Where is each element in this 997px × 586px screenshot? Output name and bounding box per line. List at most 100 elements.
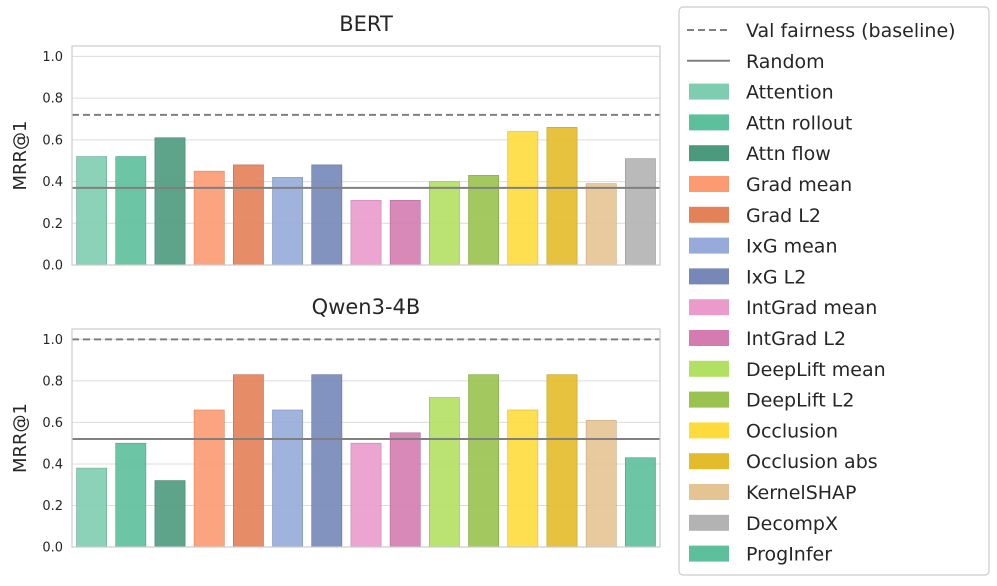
y-tick-label: 0.4 bbox=[42, 175, 63, 190]
legend-item-decompx: DecompX bbox=[689, 513, 838, 535]
legend-item-intgrad-l2: IntGrad L2 bbox=[689, 328, 846, 350]
bar-kernelshap bbox=[585, 183, 617, 266]
legend-label: Attention bbox=[746, 82, 834, 104]
bar-occlusion-abs bbox=[546, 374, 578, 548]
legend-label: Random bbox=[746, 51, 825, 73]
legend-label: IxG L2 bbox=[746, 266, 806, 288]
y-tick-label: 0.8 bbox=[42, 374, 63, 389]
y-tick-label: 0.6 bbox=[42, 133, 63, 148]
y-tick-label: 1.0 bbox=[42, 50, 63, 65]
legend-frame bbox=[678, 6, 990, 576]
legend-label: DeepLift mean bbox=[746, 359, 886, 381]
axes-frame bbox=[71, 328, 661, 548]
legend-label: Val fairness (baseline) bbox=[746, 20, 956, 42]
legend-label: IntGrad L2 bbox=[746, 328, 846, 350]
legend-swatch bbox=[689, 422, 729, 439]
legend-swatch bbox=[689, 299, 729, 316]
legend-label: ProgInfer bbox=[746, 544, 832, 566]
legend-label: DeepLift L2 bbox=[746, 390, 854, 412]
bar-attn-flow bbox=[154, 480, 186, 548]
legend-swatch bbox=[689, 145, 729, 162]
legend-swatch bbox=[689, 83, 729, 100]
legend-item-occlusion-abs: Occlusion abs bbox=[689, 451, 878, 473]
legend-label: IntGrad mean bbox=[746, 297, 877, 319]
bar-grad-mean bbox=[193, 409, 225, 548]
bar-proginfer bbox=[625, 457, 656, 548]
y-tick-label: 0.2 bbox=[42, 217, 63, 232]
bar-intgrad-mean bbox=[350, 442, 382, 548]
legend-swatch bbox=[689, 391, 729, 408]
legend-item-proginfer: ProgInfer bbox=[689, 544, 832, 566]
panel-qwen3-4b: 0.0 0.2 0.4 0.6 0.8 1.0 Qwen3-4B MRR@1 bbox=[10, 295, 661, 556]
y-tick-label: 0.8 bbox=[42, 92, 63, 107]
legend-label: Occlusion abs bbox=[746, 451, 878, 473]
legend-item-ixg-l2: IxG L2 bbox=[689, 266, 806, 288]
legend-label: Grad L2 bbox=[746, 205, 821, 227]
legend-swatch bbox=[689, 545, 729, 562]
bar-deeplift-mean bbox=[429, 397, 460, 548]
legend-swatch bbox=[689, 237, 729, 254]
y-tick-label: 0.2 bbox=[42, 499, 63, 514]
legend-item-attn-flow: Attn flow bbox=[689, 143, 831, 165]
legend-swatch bbox=[689, 268, 729, 285]
y-tick-label: 0.0 bbox=[42, 259, 63, 274]
legend-label: Grad mean bbox=[746, 174, 852, 196]
bar-occlusion bbox=[507, 131, 539, 266]
bar-decompx bbox=[625, 158, 656, 266]
legend-swatch bbox=[689, 514, 729, 531]
legend-label: IxG mean bbox=[746, 236, 838, 258]
y-tick-label: 1.0 bbox=[42, 333, 63, 348]
y-tick-label: 0.4 bbox=[42, 457, 63, 472]
legend-label: DecompX bbox=[746, 513, 838, 535]
y-tick-label: 0.6 bbox=[42, 416, 63, 431]
legend-item-attn-rollout: Attn rollout bbox=[689, 112, 852, 134]
panel-bert: 0.0 0.2 0.4 0.6 0.8 1.0 BERT MRR@1 bbox=[10, 12, 661, 274]
bar-ixg-mean bbox=[272, 409, 303, 548]
bar-occlusion-abs bbox=[546, 127, 578, 266]
legend-label: Attn rollout bbox=[746, 112, 852, 134]
y-axis-label: MRR@1 bbox=[10, 403, 31, 473]
bar-deeplift-mean bbox=[429, 181, 460, 266]
legend: Val fairness (baseline) Random Attention At… bbox=[678, 6, 990, 576]
bar-deeplift-l2 bbox=[468, 374, 499, 548]
legend-swatch bbox=[689, 360, 729, 377]
bar-ixg-mean bbox=[272, 177, 303, 266]
legend-label: Attn flow bbox=[746, 143, 831, 165]
legend-swatch bbox=[689, 206, 729, 223]
chart-title: Qwen3-4B bbox=[312, 295, 421, 319]
legend-swatch bbox=[689, 176, 729, 192]
y-axis-label: MRR@1 bbox=[10, 121, 31, 191]
bar-grad-mean bbox=[193, 170, 225, 266]
y-tick-label: 0.0 bbox=[42, 541, 63, 556]
bar-attn-flow bbox=[154, 137, 186, 266]
bar-kernelshap bbox=[585, 420, 617, 548]
legend-swatch bbox=[689, 484, 729, 500]
legend-swatch bbox=[689, 330, 729, 346]
bar-attn-rollout bbox=[115, 156, 147, 266]
chart-panels: 0.00.20.40.60.81.0BERTMRR@10.00.20.40.60… bbox=[10, 12, 661, 556]
bar-grad-l2 bbox=[233, 164, 264, 266]
legend-swatch bbox=[689, 114, 729, 131]
legend-item-kernelshap: KernelSHAP bbox=[689, 482, 857, 504]
chart-title: BERT bbox=[339, 12, 393, 36]
legend-item-intgrad-mean: IntGrad mean bbox=[689, 297, 877, 319]
bar-intgrad-l2 bbox=[389, 200, 421, 266]
axes-frame bbox=[71, 45, 661, 266]
legend-item-random: Random bbox=[687, 51, 825, 73]
legend-item-grad-l2: Grad L2 bbox=[689, 205, 821, 227]
legend-item-deeplift-mean: DeepLift mean bbox=[689, 359, 886, 381]
legend-item-grad-mean: Grad mean bbox=[689, 174, 852, 196]
bar-attention bbox=[76, 156, 107, 266]
bar-intgrad-mean bbox=[350, 200, 382, 266]
bar-ixg-l2 bbox=[311, 164, 343, 266]
bar-grad-l2 bbox=[233, 374, 264, 548]
legend-item-deeplift-l2: DeepLift L2 bbox=[689, 390, 854, 412]
bar-intgrad-l2 bbox=[389, 432, 421, 548]
bar-ixg-l2 bbox=[311, 374, 343, 548]
bar-attention bbox=[76, 467, 107, 548]
legend-label: Occlusion bbox=[746, 420, 838, 442]
legend-item-occlusion: Occlusion bbox=[689, 420, 838, 442]
legend-item-attention: Attention bbox=[689, 82, 834, 104]
bar-attn-rollout bbox=[115, 442, 147, 548]
